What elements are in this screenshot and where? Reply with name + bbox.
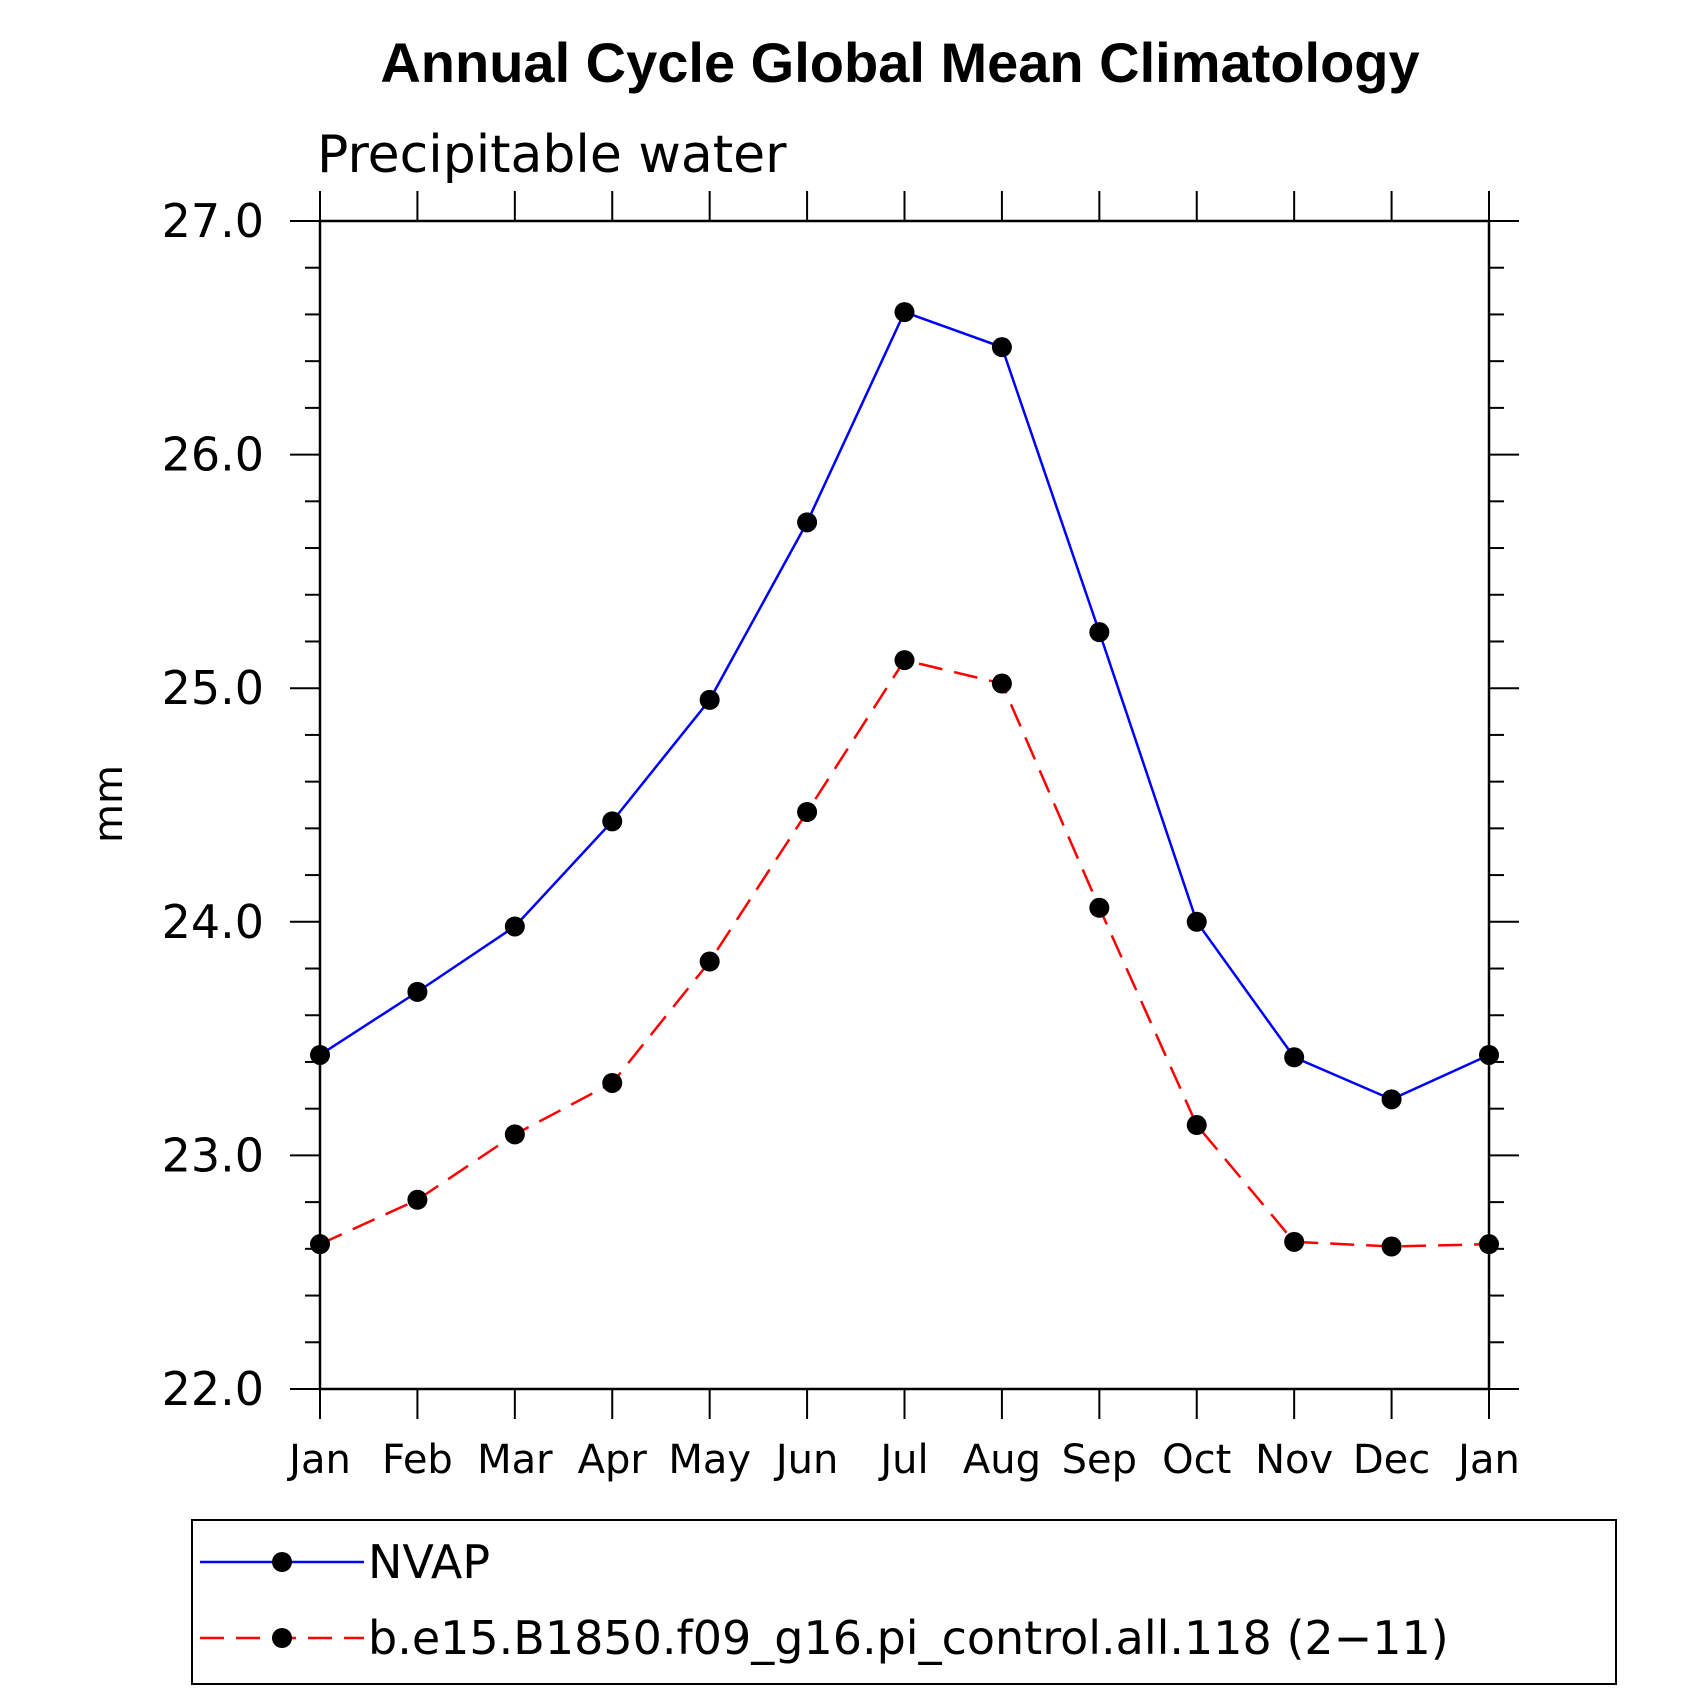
- chart-subtitle: Precipitable water: [317, 125, 787, 185]
- series-line-2: [319, 658, 1490, 1248]
- plot-axes: 22.0 23.0 24.0 25.0 26.0 27.0 Jan Feb Mar Apr May J…: [162, 191, 1520, 1483]
- series-point-1: [504, 916, 525, 937]
- y-tick-label: 26.0: [162, 428, 264, 482]
- legend-marker-2: [272, 1628, 292, 1648]
- legend-box: [191, 1519, 1617, 1685]
- series-point-1: [699, 689, 720, 710]
- x-tick-label: Jul: [877, 1437, 928, 1483]
- x-tick-label: Oct: [1162, 1437, 1231, 1483]
- y-tick-label: 23.0: [162, 1128, 264, 1182]
- plot-frame: [318, 219, 1491, 1391]
- series-point-1: [310, 1044, 330, 1065]
- series-layer: [310, 302, 1499, 1257]
- x-tick-label: Apr: [578, 1437, 648, 1483]
- series-point-1: [894, 302, 915, 323]
- series-line-1: [319, 310, 1490, 1101]
- y-axis-label: mm: [86, 765, 132, 843]
- legend: NVAP b.e15.B1850.f09_g16.pi_control.all.1…: [191, 1519, 1617, 1685]
- chart-title: Annual Cycle Global Mean Climatology: [380, 31, 1419, 94]
- x-tick-label: May: [668, 1437, 751, 1483]
- series-point-2: [1381, 1236, 1402, 1257]
- series-point-2: [1284, 1231, 1305, 1252]
- x-tick-label: Nov: [1255, 1437, 1333, 1483]
- series-point-2: [407, 1189, 428, 1210]
- legend-marker-1: [272, 1552, 292, 1572]
- series-point-2: [699, 951, 720, 972]
- series-point-1: [797, 512, 818, 533]
- x-tick-label: Jan: [1455, 1437, 1520, 1483]
- series-point-2: [797, 802, 818, 823]
- y-tick-label: 27.0: [162, 194, 264, 248]
- series-point-2: [1479, 1234, 1499, 1255]
- x-tick-label: Sep: [1062, 1437, 1137, 1483]
- legend-label-2: b.e15.B1850.f09_g16.pi_control.all.118 (…: [368, 1611, 1449, 1665]
- series-point-1: [1284, 1047, 1305, 1068]
- series-point-2: [894, 650, 915, 671]
- series-point-1: [1381, 1089, 1402, 1110]
- series-point-2: [504, 1124, 525, 1145]
- series-point-1: [407, 981, 428, 1002]
- series-point-1: [1479, 1044, 1499, 1065]
- legend-label-1: NVAP: [368, 1535, 490, 1589]
- x-tick-label: Jun: [773, 1437, 839, 1483]
- x-tick-label: Aug: [963, 1437, 1041, 1483]
- series-point-2: [310, 1234, 330, 1255]
- series-point-1: [991, 337, 1012, 358]
- y-tick-label: 22.0: [162, 1362, 264, 1416]
- series-point-2: [991, 673, 1012, 694]
- series-point-1: [1186, 911, 1207, 932]
- series-point-2: [602, 1072, 623, 1093]
- x-tick-label: Mar: [477, 1437, 553, 1483]
- series-point-2: [1186, 1115, 1207, 1136]
- x-tick-label: Feb: [382, 1437, 453, 1483]
- x-tick-label: Jan: [286, 1437, 351, 1483]
- x-tick-label: Dec: [1353, 1437, 1430, 1483]
- series-point-1: [602, 811, 623, 832]
- series-point-1: [1089, 622, 1110, 643]
- series-point-2: [1089, 897, 1110, 918]
- y-tick-label: 24.0: [162, 895, 264, 949]
- y-tick-label: 25.0: [162, 661, 264, 715]
